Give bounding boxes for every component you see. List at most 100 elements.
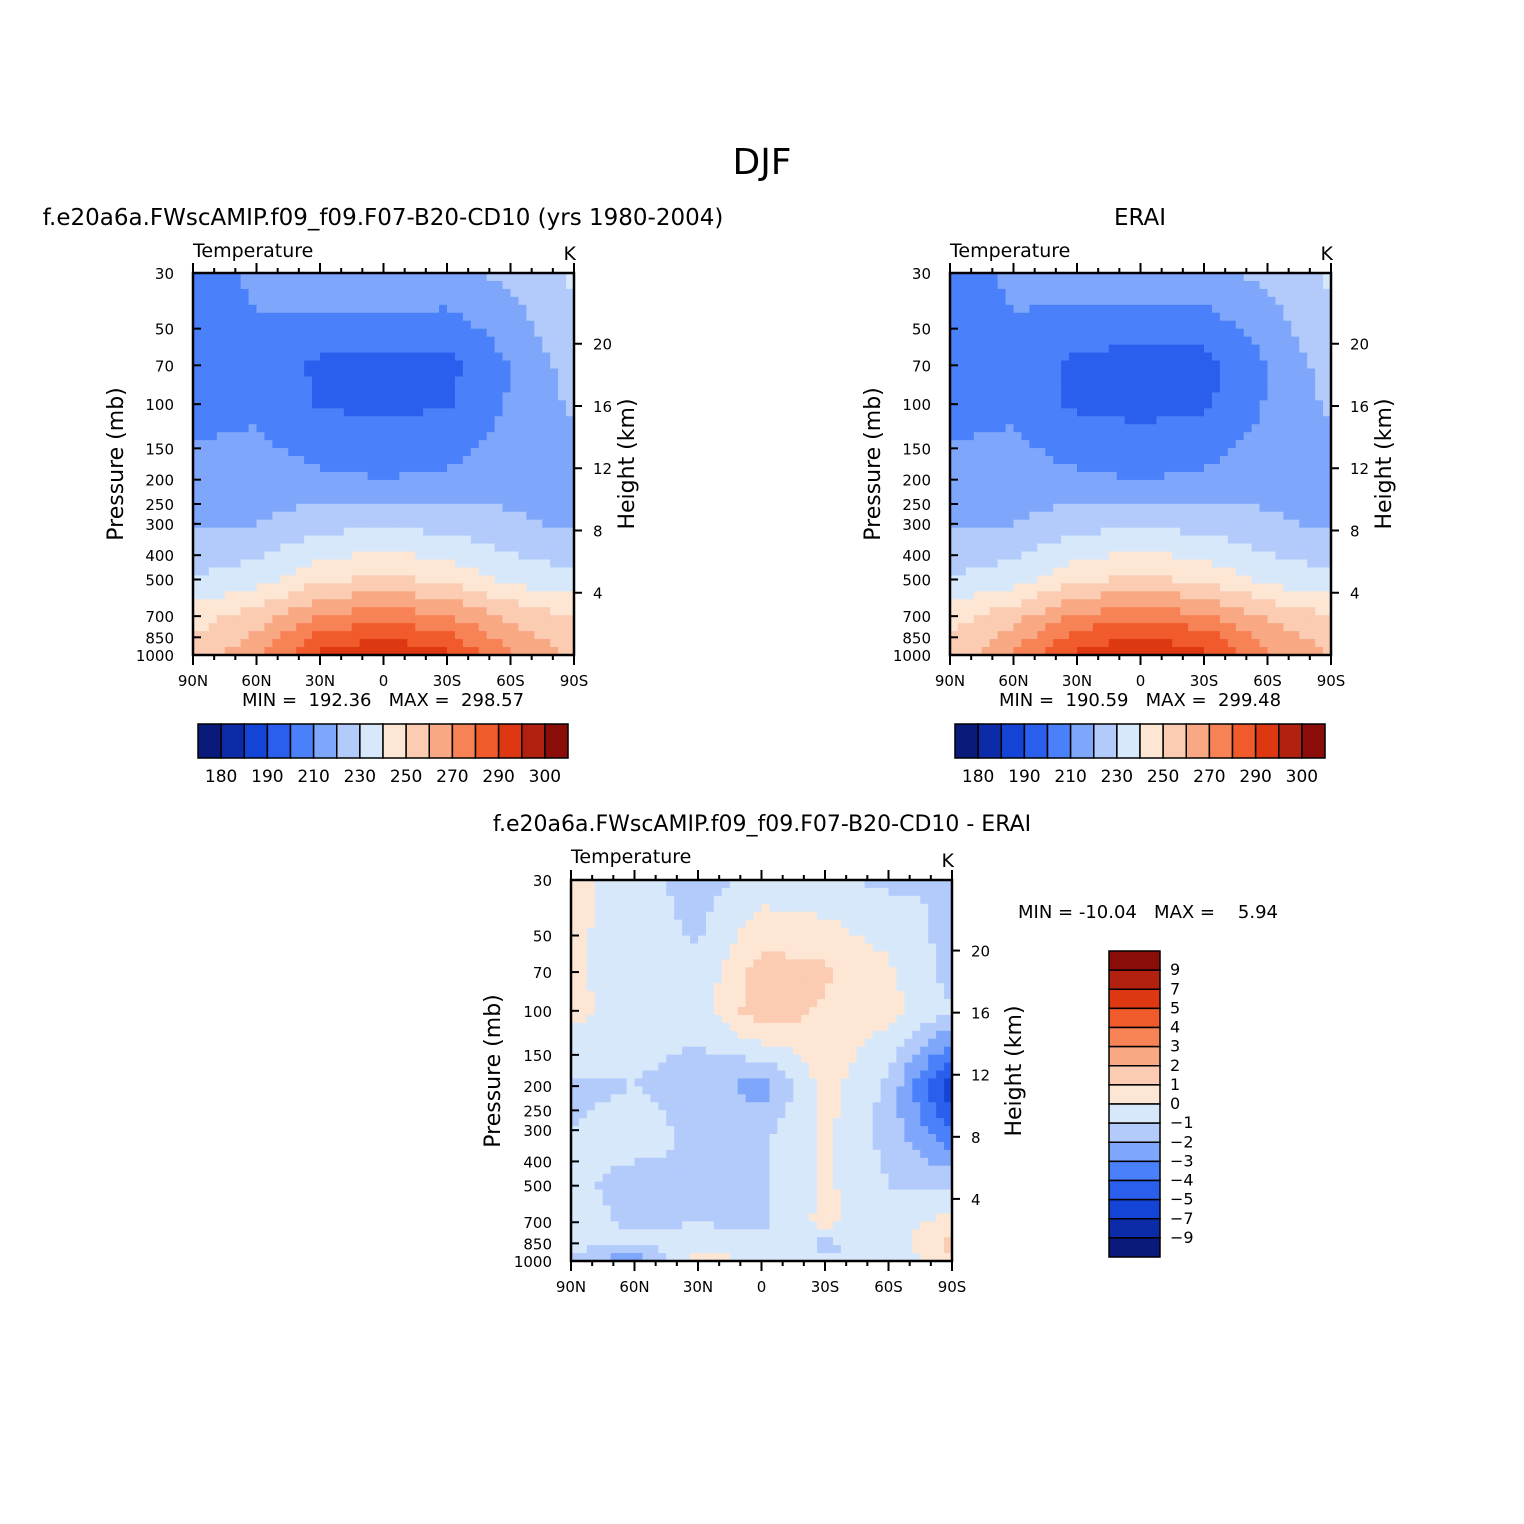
heatmap-cell [1315,551,1324,561]
heatmap-cell [965,360,975,370]
heatmap-cell [280,273,289,282]
heatmap-cell [1275,273,1284,282]
heatmap-cell [1180,647,1189,656]
heatmap-cell [208,575,218,584]
heatmap-cell [462,599,472,608]
heatmap-cell [510,456,520,465]
heatmap-cell [1235,392,1245,401]
heatmap-cell [1092,400,1102,409]
heatmap-cell [256,288,266,298]
heatmap-cell [224,400,234,409]
heatmap-cell [1037,352,1046,362]
heatmap-cell [566,432,575,441]
heatmap-cell [454,344,464,354]
heatmap-cell [1013,543,1023,553]
heatmap-cell [1148,615,1157,624]
heatmap-cell [534,479,543,489]
heatmap-cell [256,543,266,553]
heatmap-cell [1124,495,1134,505]
heatmap-cell [367,575,377,584]
heatmap-cell [510,599,520,608]
heatmap-cell [973,320,983,330]
heatmap-cell [1061,448,1070,457]
heatmap-cell [1061,440,1070,449]
heatmap-cell [1315,312,1324,322]
heatmap-cell [256,535,266,545]
heatmap-cell [462,424,472,433]
heatmap-cell [1013,392,1023,401]
heatmap-cell [375,535,385,545]
heatmap-cell [486,495,496,505]
heatmap-cell [447,304,456,314]
heatmap-cell [1053,304,1062,314]
panel-model-y2label: Height (km) [615,398,640,529]
heatmap-cell [1045,336,1054,346]
heatmap-cell [367,344,377,354]
heatmap-cell [383,328,393,338]
heatmap-cell [534,456,543,465]
colorbar-swatch [428,723,454,759]
heatmap-cell [1259,575,1269,584]
heatmap-cell [558,376,567,386]
heatmap-cell [1084,336,1094,346]
heatmap-cell [415,376,424,386]
heatmap-cell [296,591,305,600]
heatmap-cell [415,336,424,346]
heatmap-cell [981,575,991,584]
heatmap-cell [1116,559,1126,569]
heatmap-cell [1132,408,1142,417]
heatmap-cell [997,495,1007,505]
heatmap-cell [1084,511,1094,521]
heatmap-cell [415,495,424,505]
heatmap-cell [415,464,424,473]
heatmap-cell [526,440,535,449]
heatmap-cell [1053,559,1062,569]
heatmap-cell [391,591,400,600]
heatmap-cell [240,344,250,354]
heatmap-cell [327,583,337,592]
heatmap-cell [526,384,535,393]
heatmap-cell [1251,479,1261,489]
heatmap-cell [1180,487,1189,497]
heatmap-cell [1156,368,1165,378]
heatmap-cell [208,432,218,441]
heatmap-cell [1116,312,1126,322]
heatmap-cell [359,551,369,561]
heatmap-cell [1275,408,1284,417]
heatmap-cell [1196,400,1205,409]
heatmap-cell [320,519,329,529]
heatmap-cell [454,296,464,306]
heatmap-cell [566,575,575,584]
heatmap-cell [288,607,297,616]
heatmap-cell [1259,320,1269,330]
heatmap-cell [1005,320,1015,330]
heatmap-cell [439,312,448,322]
heatmap-cell [296,535,305,545]
heatmap-cell [1061,320,1070,330]
heatmap-cell [1275,575,1284,584]
heatmap-cell [1219,495,1229,505]
heatmap-cell [1069,288,1078,298]
heatmap-cell [470,639,480,648]
heatmap-cell [1267,519,1277,529]
heatmap-cell [1259,583,1269,592]
heatmap-cell [1196,392,1205,401]
heatmap-cell [343,511,353,521]
heatmap-cell [431,432,440,441]
heatmap-cell [1275,384,1284,393]
heatmap-cell [1077,631,1086,640]
heatmap-cell [320,567,329,577]
heatmap-cell [320,599,329,608]
heatmap-cell [1211,464,1221,473]
heatmap-cell [494,416,504,425]
heatmap-cell [1005,519,1015,529]
heatmap-cell [296,320,305,330]
heatmap-cell [1100,615,1110,624]
heatmap-cell [1283,599,1292,608]
heatmap-cell [462,631,472,640]
heatmap-cell [1315,432,1324,441]
heatmap-cell [280,320,289,330]
heatmap-cell [1188,567,1197,577]
heatmap-cell [312,384,321,393]
heatmap-cell [1013,384,1023,393]
